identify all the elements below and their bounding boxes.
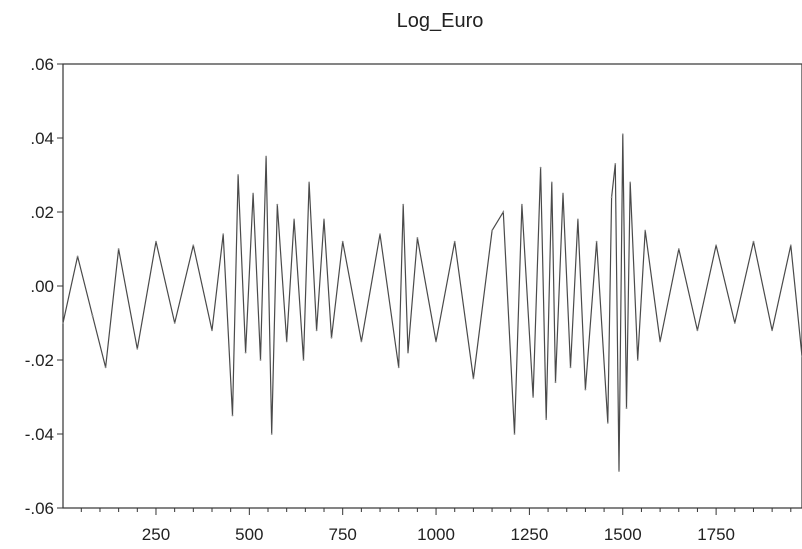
series-point-27 bbox=[360, 340, 363, 343]
series-point-64 bbox=[752, 240, 755, 243]
series-point-40 bbox=[532, 396, 534, 398]
series-point-47 bbox=[577, 218, 579, 221]
series-point-31 bbox=[407, 351, 409, 354]
y-tick-label-6: -.06 bbox=[25, 499, 54, 518]
plot-layer: .06 .04 .02 .00 -.02 -.04 -.06 250 500 750 1000 125… bbox=[25, 55, 802, 544]
series-point-13 bbox=[244, 351, 247, 354]
series-point-3 bbox=[104, 366, 107, 369]
series-point-6 bbox=[155, 240, 157, 243]
series-line-log-euro bbox=[62, 134, 802, 472]
series-point-46 bbox=[569, 366, 572, 369]
x-tick-label-2: 750 bbox=[329, 525, 357, 544]
series-point-45 bbox=[562, 192, 564, 195]
y-tick-label-4: -.02 bbox=[25, 351, 54, 370]
series-point-39 bbox=[521, 203, 523, 206]
series-point-32 bbox=[416, 237, 419, 239]
series-point-7 bbox=[173, 322, 176, 324]
plot-frame bbox=[62, 63, 802, 509]
series-point-33 bbox=[435, 340, 437, 343]
series-point-25 bbox=[330, 336, 333, 339]
series-point-51 bbox=[610, 196, 613, 199]
series-point-66 bbox=[789, 244, 792, 247]
series-point-22 bbox=[308, 181, 310, 184]
series-point-65 bbox=[771, 329, 773, 332]
series-point-21 bbox=[302, 359, 305, 361]
series-point-26 bbox=[341, 240, 344, 243]
series-point-58 bbox=[644, 229, 647, 232]
series-point-59 bbox=[659, 340, 661, 343]
series-point-28 bbox=[379, 233, 381, 236]
series-point-4 bbox=[117, 248, 120, 250]
series-point-30 bbox=[402, 203, 405, 206]
series-point-52 bbox=[614, 163, 617, 165]
series-point-23 bbox=[315, 329, 318, 332]
series-point-19 bbox=[285, 340, 288, 343]
x-tick-label-3: 1000 bbox=[417, 525, 455, 544]
series-point-15 bbox=[259, 359, 262, 361]
y-tick-label-3: .00 bbox=[30, 277, 54, 296]
x-tick-label-6: 1750 bbox=[697, 525, 735, 544]
series-point-0 bbox=[62, 322, 64, 324]
series-point-29 bbox=[397, 366, 400, 369]
series-point-1 bbox=[76, 255, 79, 258]
series-point-54 bbox=[621, 133, 624, 136]
series-point-9 bbox=[211, 329, 213, 332]
series-point-61 bbox=[696, 329, 699, 332]
series-point-42 bbox=[545, 418, 548, 421]
series-point-35 bbox=[472, 377, 475, 380]
series-point-14 bbox=[252, 192, 255, 195]
x-tick-label-0: 250 bbox=[142, 525, 170, 544]
x-tick-label-1: 500 bbox=[235, 525, 263, 544]
series-point-10 bbox=[222, 233, 225, 236]
series-point-36 bbox=[491, 229, 493, 232]
series-point-18 bbox=[276, 203, 279, 206]
series-point-38 bbox=[513, 433, 516, 435]
series-point-48 bbox=[584, 388, 587, 391]
y-tick-label-1: .04 bbox=[30, 129, 54, 148]
series-point-12 bbox=[237, 174, 240, 176]
series-point-41 bbox=[539, 166, 542, 169]
series-point-17 bbox=[270, 433, 273, 435]
x-tick-label-5: 1500 bbox=[604, 525, 642, 544]
x-tick-label-4: 1250 bbox=[510, 525, 548, 544]
series-point-63 bbox=[733, 322, 736, 324]
series-point-56 bbox=[629, 181, 632, 184]
y-tick-label-5: -.04 bbox=[25, 425, 54, 444]
series-point-5 bbox=[136, 348, 139, 350]
series-point-53 bbox=[618, 470, 620, 472]
y-tick-label-0: .06 bbox=[30, 55, 54, 74]
series-point-50 bbox=[606, 422, 609, 424]
series-point-55 bbox=[625, 407, 628, 409]
series-point-44 bbox=[554, 381, 557, 384]
series-point-11 bbox=[231, 414, 234, 417]
series-point-24 bbox=[323, 218, 325, 221]
series-point-60 bbox=[677, 248, 680, 250]
series-point-2 bbox=[91, 314, 94, 317]
series-point-49 bbox=[595, 240, 598, 243]
series-point-16 bbox=[265, 155, 267, 158]
series-point-34 bbox=[453, 240, 456, 243]
series-point-8 bbox=[192, 244, 195, 247]
series-point-62 bbox=[715, 244, 717, 247]
series-point-37 bbox=[502, 211, 505, 213]
series-point-57 bbox=[636, 359, 639, 361]
series-point-43 bbox=[550, 181, 553, 184]
series-point-20 bbox=[293, 218, 295, 221]
y-tick-label-2: .02 bbox=[30, 203, 54, 222]
chart-title: Log_Euro bbox=[396, 10, 484, 32]
